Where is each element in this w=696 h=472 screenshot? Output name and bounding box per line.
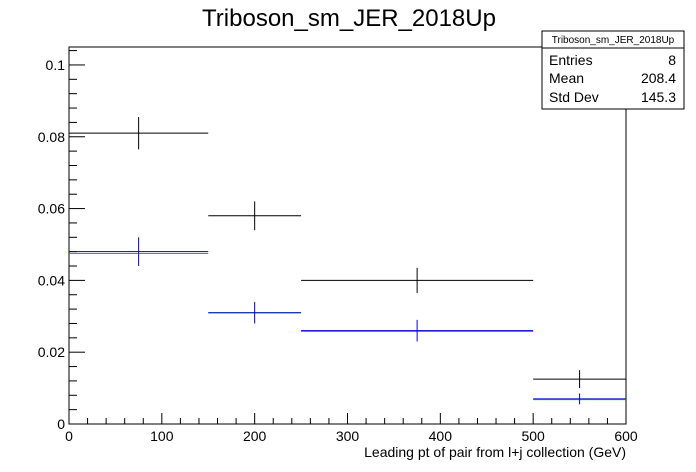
x-tick-label: 0 bbox=[65, 428, 73, 444]
stats-mean-label: Mean bbox=[549, 70, 584, 86]
x-axis-label: Leading pt of pair from l+j collection (… bbox=[364, 444, 626, 460]
stats-mean-value: 208.4 bbox=[641, 70, 676, 86]
y-tick-label: 0.02 bbox=[38, 344, 65, 360]
series-layer bbox=[69, 117, 626, 405]
x-tick-label: 600 bbox=[614, 428, 638, 444]
chart-title: Triboson_sm_JER_2018Up bbox=[202, 5, 496, 32]
x-tick-label: 400 bbox=[429, 428, 453, 444]
stats-box: Triboson_sm_JER_2018Up Entries 8 Mean 20… bbox=[541, 30, 685, 110]
series-1 bbox=[69, 252, 626, 401]
y-tick-label: 0 bbox=[57, 416, 65, 432]
y-axis: 0 0.02 0.04 0.06 0.08 0.1 bbox=[38, 50, 85, 432]
y-tick-label: 0.1 bbox=[46, 57, 66, 73]
x-tick-label: 300 bbox=[336, 428, 360, 444]
y-tick-label: 0.06 bbox=[38, 201, 65, 217]
stats-stddev-label: Std Dev bbox=[549, 89, 599, 105]
x-axis: 0 100 200 300 400 500 600 bbox=[65, 413, 638, 444]
stats-box-title: Triboson_sm_JER_2018Up bbox=[552, 35, 675, 46]
series-0 bbox=[69, 117, 626, 389]
stats-entries-label: Entries bbox=[549, 52, 593, 68]
x-tick-label: 200 bbox=[243, 428, 267, 444]
x-tick-label: 500 bbox=[521, 428, 545, 444]
stats-entries-value: 8 bbox=[668, 52, 676, 68]
series-2 bbox=[69, 237, 626, 405]
y-tick-label: 0.04 bbox=[38, 272, 65, 288]
stats-box-frame bbox=[541, 30, 685, 110]
stats-stddev-value: 145.3 bbox=[641, 89, 676, 105]
y-tick-label: 0.08 bbox=[38, 129, 65, 145]
x-tick-label: 100 bbox=[150, 428, 174, 444]
